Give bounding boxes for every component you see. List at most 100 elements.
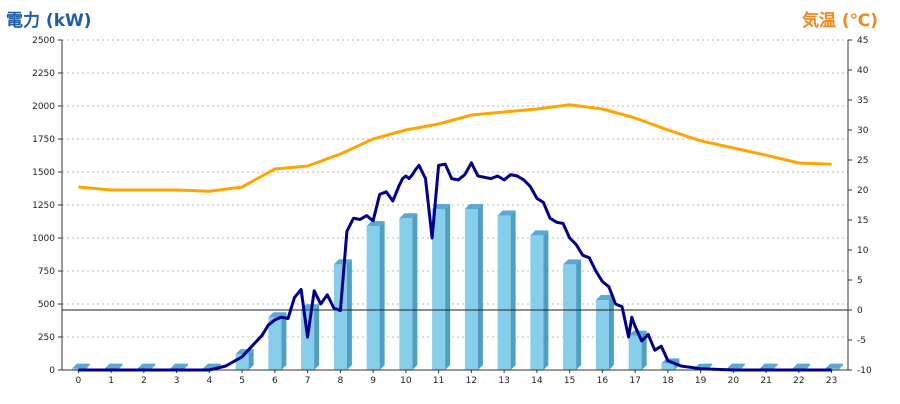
x-tick-label: 20 bbox=[728, 376, 740, 386]
x-tick-label: 6 bbox=[272, 376, 278, 386]
bar bbox=[432, 208, 446, 370]
x-tick-label: 4 bbox=[207, 376, 213, 386]
y2-tick-label: 30 bbox=[857, 126, 869, 136]
bar-side bbox=[281, 312, 287, 370]
y-tick-label: 1750 bbox=[32, 135, 55, 145]
bar-side bbox=[183, 363, 189, 370]
x-tick-label: 8 bbox=[338, 376, 344, 386]
x-tick-label: 23 bbox=[826, 376, 837, 386]
bar-top bbox=[563, 259, 582, 265]
bar-side bbox=[445, 203, 451, 370]
y-tick-label: 1500 bbox=[32, 168, 55, 178]
bar-side bbox=[739, 363, 745, 370]
bar bbox=[399, 218, 413, 370]
bar-side bbox=[248, 349, 254, 370]
bar bbox=[366, 226, 380, 370]
x-tick-label: 15 bbox=[564, 376, 575, 386]
bar bbox=[301, 309, 315, 370]
bar-top bbox=[530, 230, 549, 236]
bar bbox=[530, 235, 544, 370]
bar-side bbox=[576, 259, 582, 370]
bar-top bbox=[104, 363, 123, 369]
bar-top bbox=[399, 213, 418, 219]
bar bbox=[628, 335, 642, 370]
bar-top bbox=[759, 363, 778, 369]
y2-tick-label: 45 bbox=[857, 36, 868, 46]
bar bbox=[497, 215, 511, 370]
bar-side bbox=[314, 304, 320, 370]
bar-top bbox=[432, 203, 451, 209]
y-tick-label: 2250 bbox=[32, 69, 55, 79]
y2-tick-label: 0 bbox=[857, 306, 863, 316]
bar-side bbox=[838, 363, 844, 370]
bar bbox=[661, 363, 675, 370]
bar-top bbox=[825, 363, 844, 369]
bar-side bbox=[150, 363, 156, 370]
bar-side bbox=[772, 363, 778, 370]
right-axis-title: 気温 (℃) bbox=[801, 11, 878, 31]
bar-top bbox=[170, 363, 189, 369]
bar bbox=[563, 264, 577, 370]
x-tick-label: 9 bbox=[370, 376, 376, 386]
bar-side bbox=[412, 213, 418, 370]
y2-tick-label: 20 bbox=[857, 186, 869, 196]
x-tick-label: 14 bbox=[531, 376, 543, 386]
y2-tick-label: 10 bbox=[857, 246, 869, 256]
y2-tick-label: 5 bbox=[857, 276, 863, 286]
y-tick-label: 1250 bbox=[32, 201, 55, 211]
y2-tick-label: 40 bbox=[857, 66, 869, 76]
bar-top bbox=[497, 210, 516, 216]
bar bbox=[71, 368, 85, 370]
bar bbox=[268, 317, 282, 370]
bar-top bbox=[333, 259, 352, 265]
y2-tick-label: -5 bbox=[857, 336, 866, 346]
bar-top bbox=[366, 221, 385, 227]
bar-side bbox=[84, 363, 90, 370]
x-tick-label: 19 bbox=[695, 376, 707, 386]
x-tick-label: 7 bbox=[305, 376, 311, 386]
y-tick-label: 0 bbox=[49, 366, 55, 376]
bar-top bbox=[71, 363, 90, 369]
bar-side bbox=[346, 259, 352, 370]
x-tick-label: 2 bbox=[141, 376, 147, 386]
bar bbox=[333, 264, 347, 370]
x-tick-label: 3 bbox=[174, 376, 180, 386]
bar-side bbox=[117, 363, 123, 370]
x-tick-label: 17 bbox=[629, 376, 640, 386]
x-tick-label: 10 bbox=[400, 376, 412, 386]
bar-top bbox=[464, 203, 483, 209]
y-tick-label: 250 bbox=[38, 333, 55, 343]
bar bbox=[595, 300, 609, 370]
x-tick-label: 13 bbox=[498, 376, 509, 386]
bar-top bbox=[726, 363, 745, 369]
y-tick-label: 2500 bbox=[32, 36, 55, 46]
bar-top bbox=[301, 304, 320, 310]
x-tick-label: 5 bbox=[239, 376, 245, 386]
x-tick-label: 21 bbox=[760, 376, 771, 386]
x-tick-label: 18 bbox=[662, 376, 674, 386]
bar-top bbox=[137, 363, 156, 369]
y-tick-label: 500 bbox=[38, 300, 55, 310]
y2-tick-label: 15 bbox=[857, 216, 868, 226]
bar-side bbox=[510, 210, 516, 370]
bar bbox=[464, 208, 478, 370]
bar-side bbox=[805, 363, 811, 370]
bar-top bbox=[792, 363, 811, 369]
bar-side bbox=[543, 230, 549, 370]
y2-tick-label: -10 bbox=[857, 366, 872, 376]
y2-tick-label: 25 bbox=[857, 156, 868, 166]
x-tick-label: 16 bbox=[597, 376, 609, 386]
bar-side bbox=[379, 221, 385, 370]
y2-tick-label: 35 bbox=[857, 96, 868, 106]
bar bbox=[825, 368, 839, 370]
x-tick-label: 12 bbox=[466, 376, 477, 386]
x-tick-label: 0 bbox=[76, 376, 82, 386]
x-tick-label: 22 bbox=[793, 376, 804, 386]
x-tick-label: 11 bbox=[433, 376, 444, 386]
temperature-line bbox=[78, 103, 832, 193]
power-line bbox=[78, 161, 832, 372]
y-tick-label: 2000 bbox=[32, 102, 55, 112]
bar-side bbox=[608, 295, 614, 370]
